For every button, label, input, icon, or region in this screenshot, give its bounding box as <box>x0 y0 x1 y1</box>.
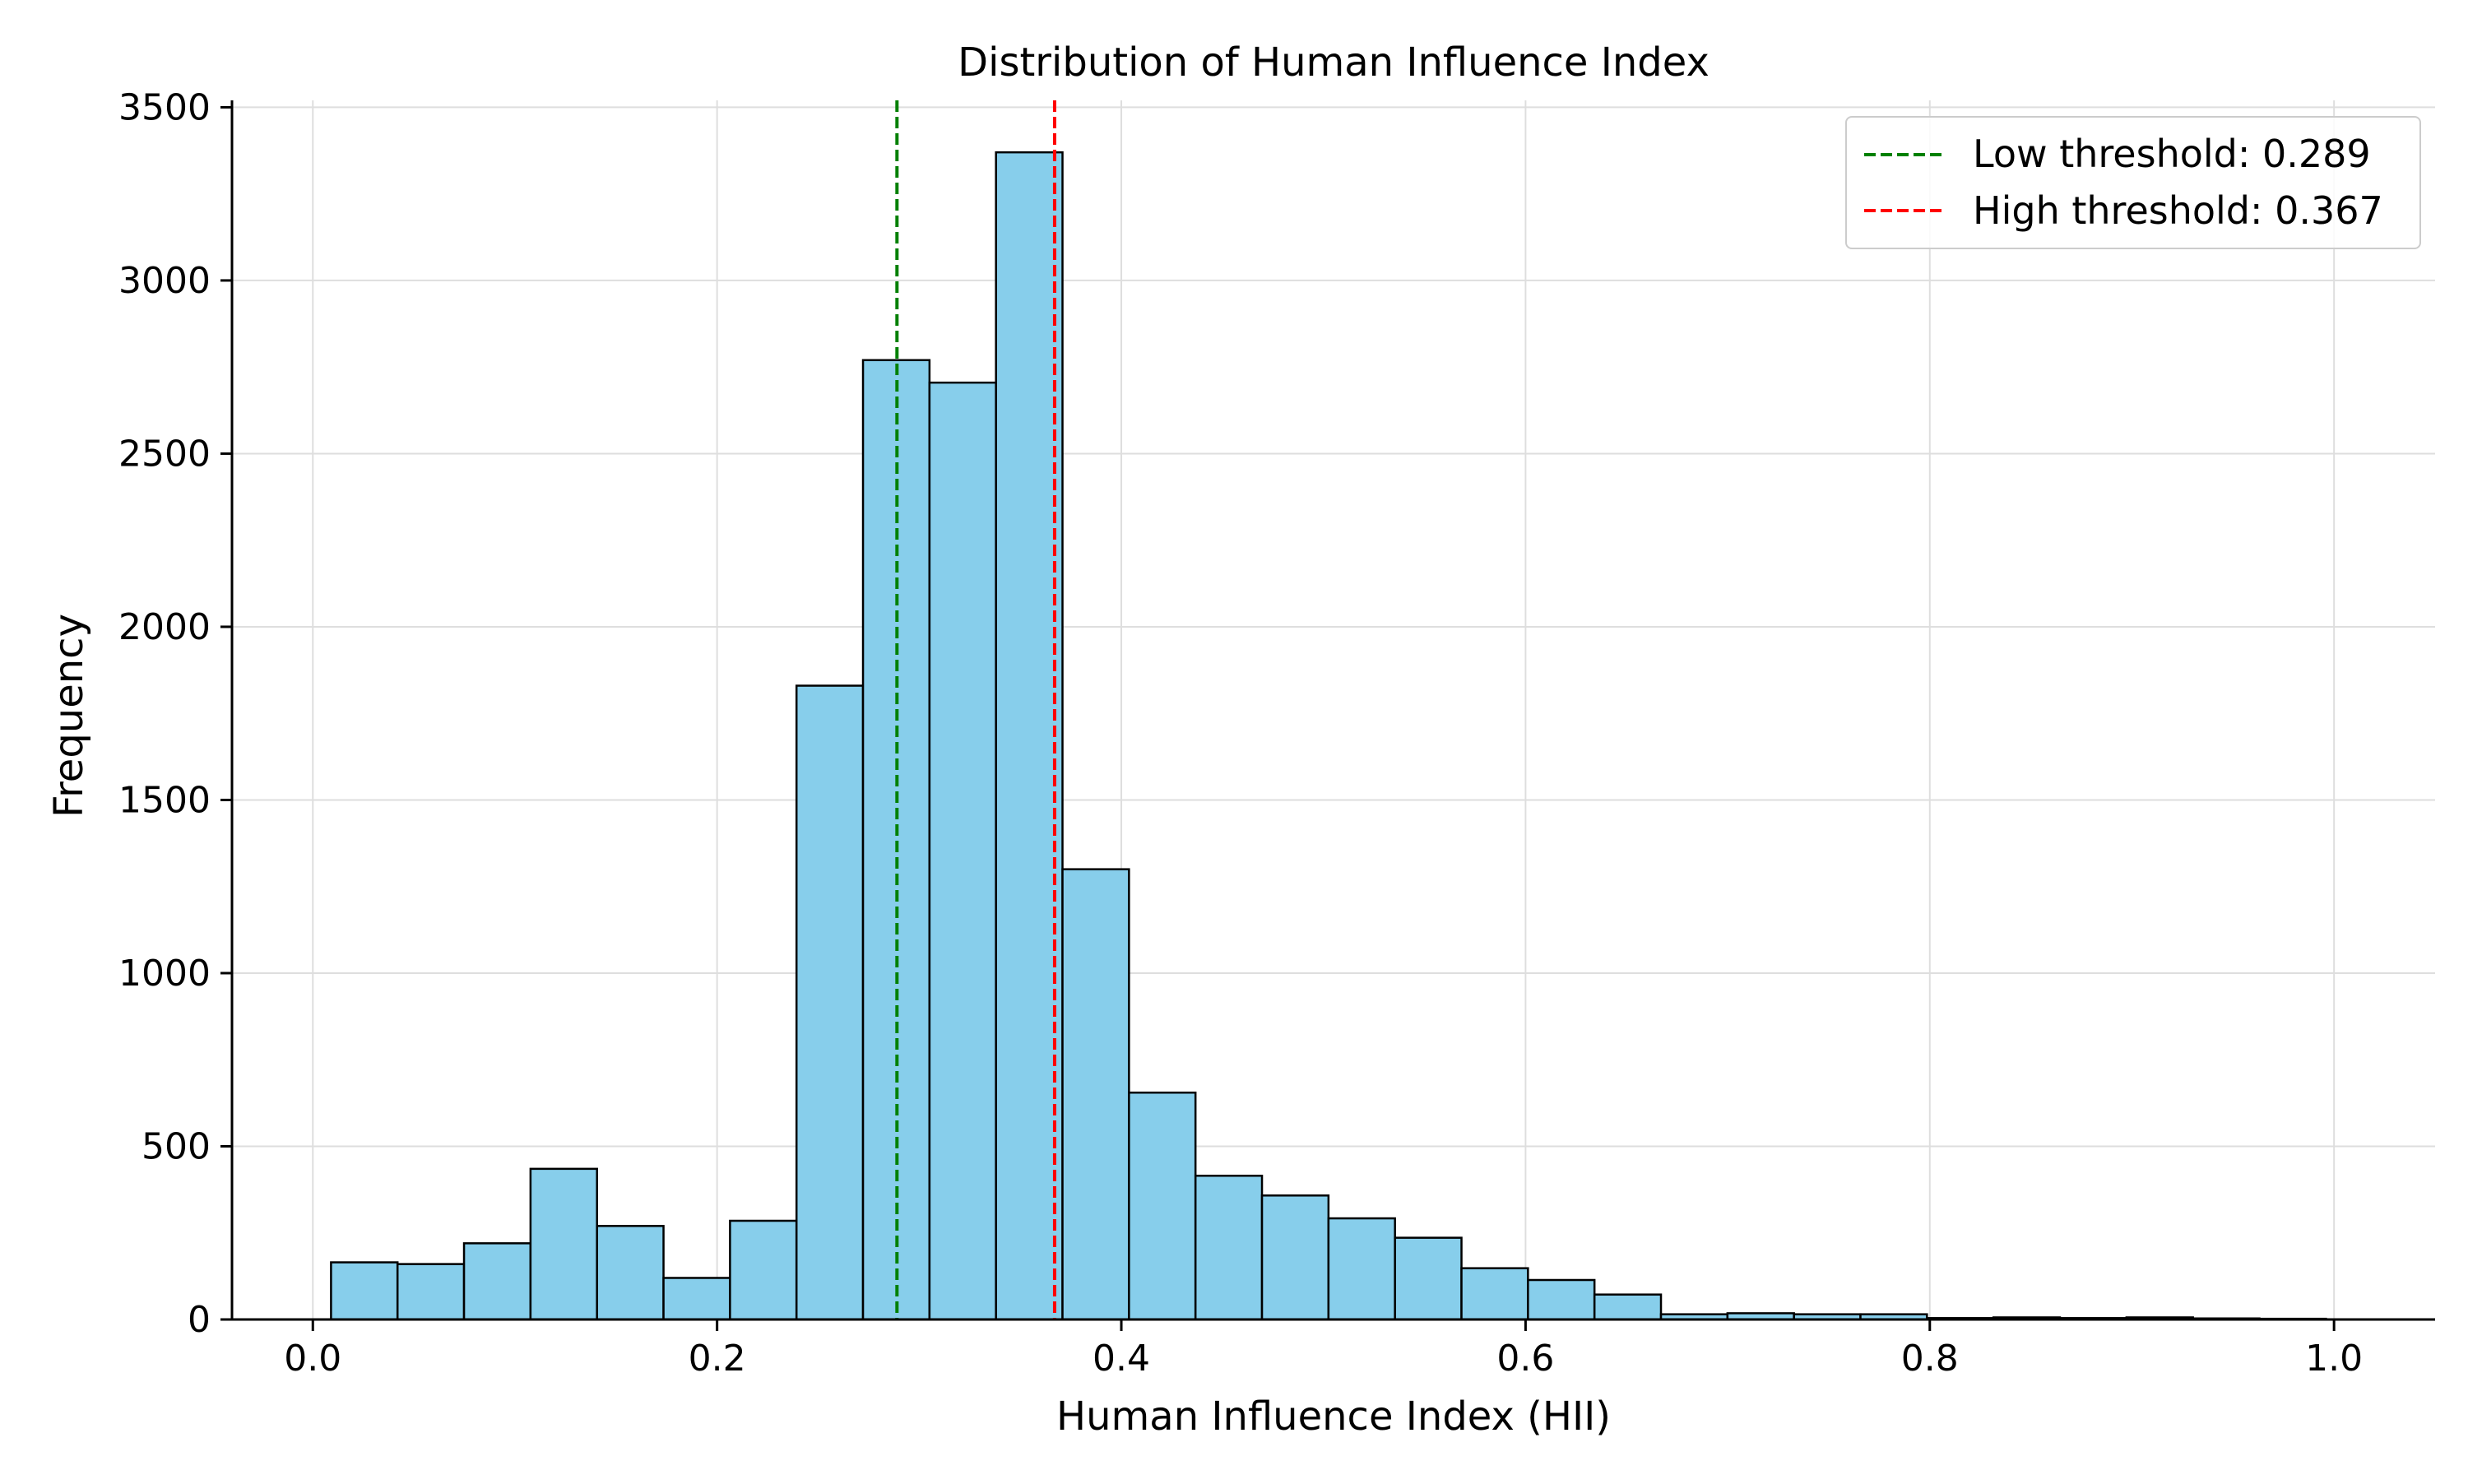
x-tick-label: 0.8 <box>1901 1338 1959 1380</box>
histogram-bar <box>1527 1278 1596 1321</box>
histogram-bar <box>529 1167 598 1321</box>
axes-layer <box>230 100 2435 1321</box>
x-tick-label: 0.6 <box>1496 1338 1554 1380</box>
x-tick-label: 0.2 <box>689 1338 746 1380</box>
histogram-bar <box>662 1277 731 1321</box>
histogram-bar <box>795 684 865 1321</box>
grid-layer <box>232 100 2435 1320</box>
histogram-bar <box>928 381 997 1321</box>
histogram-bar <box>1260 1194 1330 1321</box>
y-tick-label: 1500 <box>118 779 211 821</box>
histogram-bar <box>462 1242 532 1321</box>
y-tick-label: 1000 <box>118 953 211 995</box>
y-tick-label: 2500 <box>118 433 211 475</box>
histogram-bar <box>1593 1293 1663 1321</box>
y-tick-label: 0 <box>188 1299 211 1341</box>
x-tick-label: 0.0 <box>284 1338 341 1380</box>
bars-layer <box>330 151 2327 1321</box>
histogram-bar <box>1460 1267 1529 1321</box>
x-axis-label: Human Influence Index (HII) <box>1056 1394 1611 1440</box>
legend: Low threshold: 0.289 High threshold: 0.3… <box>1845 116 2421 249</box>
legend-label-low-threshold: Low threshold: 0.289 <box>1973 132 2371 176</box>
x-tick-label: 0.4 <box>1093 1338 1150 1380</box>
histogram-bar <box>596 1225 665 1321</box>
histogram-bar <box>1128 1091 1197 1321</box>
histogram-bar <box>995 151 1064 1321</box>
legend-label-high-threshold: High threshold: 0.367 <box>1973 188 2383 233</box>
histogram-bar <box>729 1219 798 1321</box>
y-tick-label: 500 <box>141 1125 211 1167</box>
x-tick-label: 1.0 <box>2305 1338 2363 1380</box>
y-tick-label: 3000 <box>118 260 211 302</box>
histogram-bar <box>396 1263 466 1321</box>
y-tick-label: 3500 <box>118 86 211 128</box>
histogram-bar <box>1194 1175 1264 1321</box>
histogram-bar <box>1061 868 1130 1321</box>
histogram-bar <box>1394 1236 1463 1321</box>
legend-box <box>1845 116 2421 249</box>
y-tick-label: 2000 <box>118 606 211 648</box>
threshold-layer <box>895 100 1056 1319</box>
histogram-bar <box>330 1261 399 1321</box>
y-axis-label: Frequency <box>46 614 92 818</box>
ticks-layer: 0.0 0.2 0.4 0.6 0.8 1.0 0 500 1000 1500 2000 2500 30… <box>118 86 2363 1380</box>
histogram-bar <box>1327 1217 1396 1321</box>
chart-title: Distribution of Human Influence Index <box>958 39 1710 86</box>
